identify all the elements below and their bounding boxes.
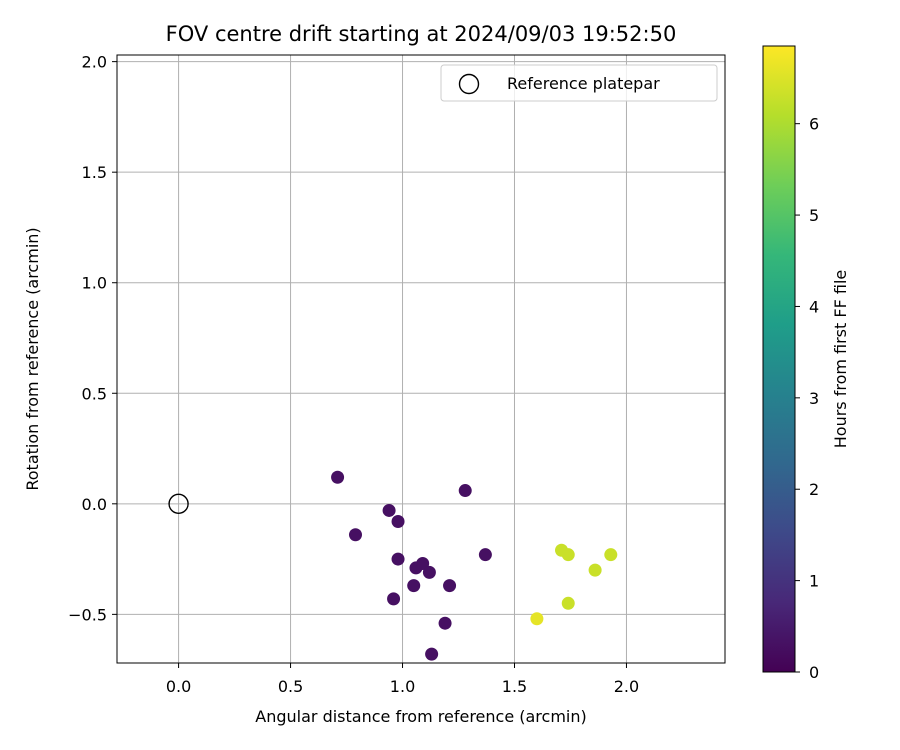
y-tick-label: 1.5 [82,163,107,182]
colorbar-tick-label: 2 [809,480,819,499]
drift-point [561,596,575,610]
drift-point [416,557,430,571]
legend-marker-reference [458,73,480,95]
drift-point [331,470,345,484]
drift-point [561,548,575,562]
plot-frame [116,54,726,664]
chart-title: FOV centre drift starting at 2024/09/03 … [166,22,677,46]
drift-point [425,647,439,661]
drift-point [391,515,405,529]
colorbar-gradient [762,45,796,673]
x-tick-label: 0.0 [166,677,191,696]
legend: Reference platepar [440,64,718,102]
legend-entry-reference: Reference platepar [507,74,660,93]
drift-point [530,612,544,626]
drift-point [422,565,436,579]
y-tick-label: −0.5 [68,605,107,624]
drift-point [391,552,405,566]
data-points [168,470,618,661]
drift-point [458,484,472,498]
colorbar-tick-label: 5 [809,206,819,225]
drift-point [588,563,602,577]
reference-platepar-point [168,493,189,515]
y-tick-label: 1.0 [82,274,107,293]
drift-point [604,548,618,562]
drift-point [387,592,401,606]
drift-point [382,503,396,517]
x-tick-label: 1.5 [502,677,527,696]
y-axis-ticks: −0.5 0.0 0.5 1.0 1.5 2.0 [68,53,117,624]
colorbar-ticks: 0 1 2 3 4 5 6 [795,115,819,682]
colorbar-tick-label: 0 [809,663,819,682]
y-tick-label: 2.0 [82,53,107,72]
drift-point [443,579,457,593]
drift-point [438,616,452,630]
y-axis-label: Rotation from reference (arcmin) [23,227,42,490]
drift-point [348,528,362,542]
y-tick-label: 0.0 [82,495,107,514]
colorbar-tick-label: 1 [809,572,819,591]
x-axis-label: Angular distance from reference (arcmin) [255,707,586,726]
colorbar-label: Hours from first FF file [831,270,850,449]
colorbar: 0 1 2 3 4 5 6 Hours from first FF file [762,45,850,682]
x-tick-label: 0.5 [278,677,303,696]
legend-box [440,64,718,102]
colorbar-tick-label: 3 [809,389,819,408]
drift-point [478,548,492,562]
grid [117,55,725,663]
y-tick-label: 0.5 [82,384,107,403]
x-tick-label: 2.0 [614,677,639,696]
x-axis-ticks: 0.0 0.5 1.0 1.5 2.0 [166,663,639,696]
drift-point [407,579,421,593]
colorbar-tick-label: 4 [809,297,819,316]
x-tick-label: 1.0 [390,677,415,696]
colorbar-tick-label: 6 [809,115,819,134]
